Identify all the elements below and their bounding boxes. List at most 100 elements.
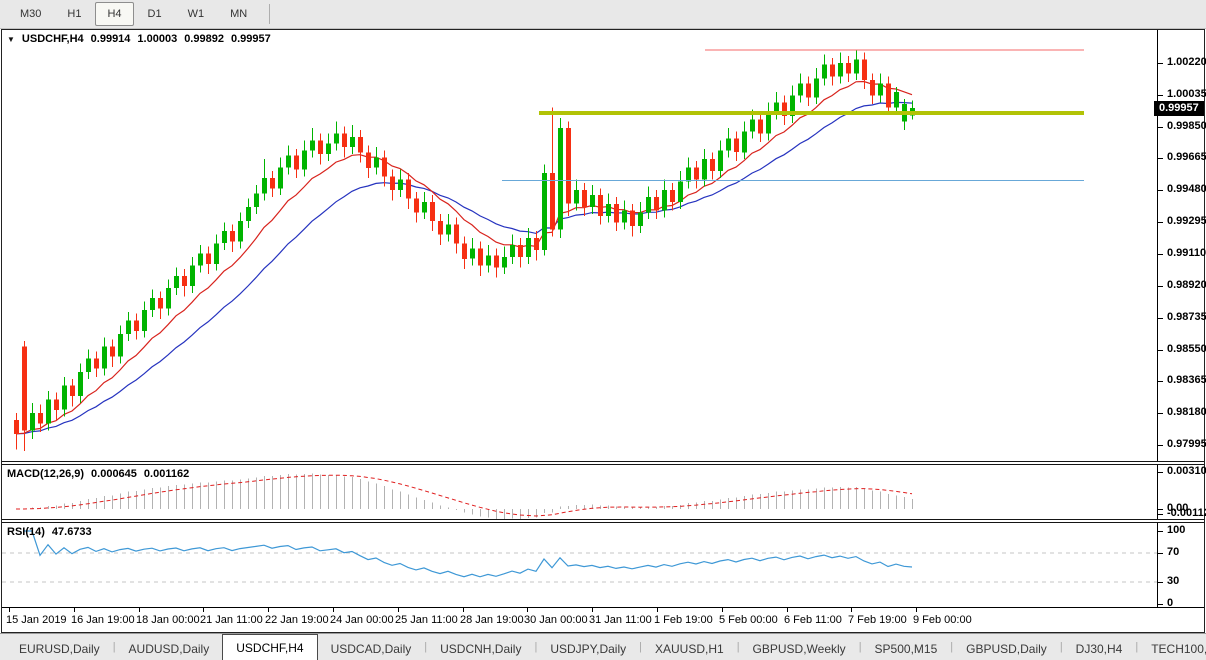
price-axis-tick: [1158, 190, 1163, 191]
time-axis-label: 22 Jan 19:00: [265, 614, 329, 626]
macd-chart-canvas[interactable]: [2, 465, 1157, 519]
price-axis-tick: [1158, 318, 1163, 319]
tab-dj30-h4[interactable]: DJ30,H4: [1075, 642, 1123, 656]
time-axis-label: 28 Jan 19:00: [460, 614, 524, 626]
macd-signal-value: 0.001162: [143, 468, 190, 480]
price-axis-tick: [1158, 445, 1163, 446]
tab-separator: |: [1135, 640, 1139, 653]
tab-gbpusd-daily[interactable]: GBPUSD,Daily: [966, 642, 1047, 656]
rsi-axis-label: 70: [1167, 546, 1180, 558]
macd-signal-line: [16, 474, 913, 517]
time-axis-tick: [851, 608, 852, 612]
candles-layer: [14, 49, 915, 451]
chart-window: ▼ USDCHF,H4 0.99914 1.00003 0.99892 0.99957 M…: [1, 29, 1206, 633]
tab-usdcad-daily[interactable]: USDCAD,Daily: [330, 642, 412, 656]
macd-label: MACD(12,26,9) 0.000645 0.001162: [7, 468, 196, 480]
price-axis-tick: [1158, 127, 1163, 128]
macd-axis-label: 0.00: [1167, 502, 1189, 514]
rsi-axis-tick: [1158, 531, 1163, 532]
time-axis-tick: [74, 608, 75, 612]
tab-tech100-h1[interactable]: TECH100,H1: [1151, 642, 1206, 656]
rsi-axis-label: 100: [1167, 524, 1186, 536]
time-axis-tick: [787, 608, 788, 612]
time-axis[interactable]: 15 Jan 2019 16 Jan 19:00 18 Jan 00:00 21 Ja…: [2, 607, 1204, 632]
timeframe-button-mn[interactable]: MN: [230, 8, 248, 20]
price-axis-tick: [1158, 286, 1163, 287]
tab-separator: |: [1059, 640, 1063, 653]
fast-ma-line: [15, 80, 913, 435]
price-axis-label: 0.98180: [1167, 406, 1206, 418]
price-chart-canvas[interactable]: [2, 30, 1157, 461]
time-axis-label: 21 Jan 11:00: [200, 614, 263, 626]
time-axis-tick: [268, 608, 269, 612]
timeframe-button-d1[interactable]: D1: [147, 8, 162, 20]
time-axis-label: 5 Feb 00:00: [719, 614, 778, 626]
tab-audusd-daily[interactable]: AUDUSD,Daily: [128, 642, 210, 656]
time-axis-tick: [657, 608, 658, 612]
chart-low: 0.99892: [184, 33, 224, 45]
chart-dropdown-icon[interactable]: ▼: [7, 35, 15, 44]
pane-splitter-rsi[interactable]: [2, 519, 1204, 523]
macd-axis-tick: [1158, 472, 1163, 473]
price-axis-tick: [1158, 413, 1163, 414]
timeframe-button-m30[interactable]: M30: [20, 8, 42, 20]
macd-value: 0.000645: [91, 468, 137, 480]
price-axis-label: 0.99850: [1167, 120, 1206, 132]
tab-usdchf-h4[interactable]: USDCHF,H4: [222, 634, 318, 660]
price-axis-label: 0.99480: [1167, 183, 1206, 195]
macd-name: MACD(12,26,9): [7, 468, 85, 480]
price-axis-tick: [1158, 222, 1163, 223]
chart-symbol: USDCHF,H4: [21, 33, 84, 45]
price-axis-label: 0.98735: [1167, 311, 1206, 323]
price-axis-tick: [1158, 158, 1163, 159]
price-axis-label: 0.99110: [1167, 247, 1206, 259]
price-axis-label: 1.00035: [1167, 88, 1206, 100]
moving-averages-layer: [15, 80, 913, 435]
macd-pane[interactable]: MACD(12,26,9) 0.000645 0.001162: [2, 465, 1158, 519]
price-axis-tick: [1158, 95, 1163, 96]
chart-high: 1.00003: [137, 33, 178, 45]
rsi-pane[interactable]: RSI(14) 47.6733: [2, 523, 1158, 607]
price-axis-label: 0.97995: [1167, 438, 1206, 450]
tab-usdcnh-daily[interactable]: USDCNH,Daily: [440, 642, 522, 656]
timeframe-button-h4[interactable]: H4: [95, 2, 134, 26]
tab-separator: |: [639, 640, 642, 653]
timeframe-button-h1[interactable]: H1: [67, 8, 82, 20]
time-axis-tick: [463, 608, 464, 612]
timeframe-toolbar: M30 H1 H4 D1 W1 MN: [0, 0, 1206, 29]
price-pane[interactable]: ▼ USDCHF,H4 0.99914 1.00003 0.99892 0.99957: [2, 30, 1158, 461]
time-axis-label: 6 Feb 11:00: [784, 614, 842, 626]
rsi-label: RSI(14) 47.6733: [7, 526, 99, 538]
price-axis-tick: [1158, 381, 1163, 382]
time-axis-label: 25 Jan 11:00: [395, 614, 458, 626]
time-axis-label: 7 Feb 19:00: [848, 614, 907, 626]
chart-open: 0.99914: [90, 33, 131, 45]
macd-histogram-layer: [24, 473, 913, 519]
time-axis-tick: [9, 608, 10, 612]
price-axis-label: 1.00220: [1167, 56, 1206, 68]
time-axis-tick: [139, 608, 140, 612]
time-axis-tick: [398, 608, 399, 612]
tab-xauusd-h1[interactable]: XAUUSD,H1: [655, 642, 724, 656]
timeframe-button-w1[interactable]: W1: [187, 8, 205, 20]
time-axis-tick: [592, 608, 593, 612]
tab-separator: |: [112, 640, 116, 653]
chart-tab-bar: EURUSD,Daily | AUDUSD,Daily USDCHF,H4 USDCAD…: [0, 633, 1206, 660]
chart-close: 0.99957: [230, 33, 271, 45]
tab-eurusd-daily[interactable]: EURUSD,Daily: [19, 642, 100, 656]
tab-gbpusd-weekly[interactable]: GBPUSD,Weekly: [752, 642, 846, 656]
rsi-axis-tick: [1158, 553, 1163, 554]
pane-splitter-macd[interactable]: [2, 461, 1204, 465]
time-axis-label: 31 Jan 11:00: [589, 614, 652, 626]
macd-axis-tick: [1158, 514, 1163, 515]
tab-usdjpy-daily[interactable]: USDJPY,Daily: [550, 642, 627, 656]
time-axis-label: 18 Jan 00:00: [136, 614, 200, 626]
time-axis-label: 30 Jan 00:00: [524, 614, 588, 626]
tab-sp500-m15[interactable]: SP500,M15: [874, 642, 938, 656]
tab-separator: |: [424, 640, 428, 653]
price-axis-tick: [1158, 254, 1163, 255]
time-axis-tick: [527, 608, 528, 612]
price-axis-label: 0.98920: [1167, 279, 1206, 291]
right-price-axis[interactable]: 1.00220 1.00035 0.99850 0.99665 0.99480 0.992…: [1154, 30, 1206, 609]
rsi-chart-canvas[interactable]: [2, 523, 1157, 607]
